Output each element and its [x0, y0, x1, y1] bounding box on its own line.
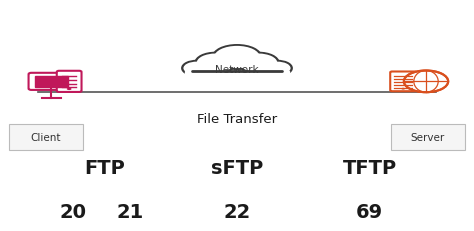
- Bar: [35, 77, 68, 87]
- Ellipse shape: [67, 88, 72, 91]
- Ellipse shape: [264, 62, 291, 75]
- Text: Network: Network: [215, 64, 259, 74]
- FancyBboxPatch shape: [9, 125, 83, 150]
- Text: TFTP: TFTP: [343, 158, 397, 177]
- Ellipse shape: [263, 62, 292, 76]
- Text: FTP: FTP: [84, 158, 125, 177]
- Text: Server: Server: [410, 132, 445, 143]
- Text: 20: 20: [60, 202, 87, 221]
- Bar: [187, 58, 287, 72]
- Ellipse shape: [214, 47, 260, 69]
- Ellipse shape: [213, 46, 261, 69]
- Ellipse shape: [239, 54, 277, 73]
- Ellipse shape: [182, 62, 211, 76]
- Ellipse shape: [196, 54, 236, 73]
- Ellipse shape: [238, 54, 278, 73]
- Text: 69: 69: [356, 202, 383, 221]
- Text: Client: Client: [31, 132, 61, 143]
- Ellipse shape: [197, 54, 235, 73]
- FancyBboxPatch shape: [391, 125, 465, 150]
- Text: 21: 21: [117, 202, 144, 221]
- Text: 22: 22: [223, 202, 251, 221]
- Ellipse shape: [401, 88, 405, 90]
- Text: sFTP: sFTP: [211, 158, 263, 177]
- Ellipse shape: [183, 62, 210, 75]
- FancyBboxPatch shape: [28, 73, 74, 91]
- Bar: [185, 72, 289, 83]
- Ellipse shape: [404, 71, 448, 93]
- FancyBboxPatch shape: [390, 72, 416, 92]
- Text: File Transfer: File Transfer: [197, 112, 277, 125]
- FancyBboxPatch shape: [57, 71, 82, 93]
